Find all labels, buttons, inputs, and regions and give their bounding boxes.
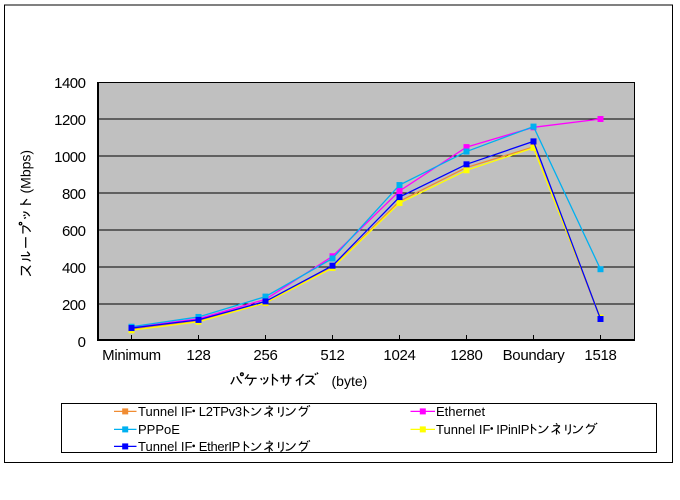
svg-text:1280: 1280 [450, 347, 482, 364]
svg-text:800: 800 [62, 186, 86, 203]
svg-text:256: 256 [253, 347, 277, 364]
svg-text:128: 128 [186, 347, 210, 364]
svg-text:Tunnel IF: Tunnel IF [138, 439, 192, 454]
svg-text:L2TPv3: L2TPv3 [199, 404, 242, 419]
svg-text:Tunnel IF: Tunnel IF [138, 404, 192, 419]
svg-text:600: 600 [62, 223, 86, 240]
svg-text:1518: 1518 [584, 347, 616, 364]
svg-text:1400: 1400 [54, 75, 86, 92]
svg-text:Minimum: Minimum [102, 347, 161, 364]
svg-text:512: 512 [320, 347, 344, 364]
svg-text:200: 200 [62, 297, 86, 314]
svg-text:(Mbps): (Mbps) [18, 150, 34, 194]
svg-text:1024: 1024 [383, 347, 415, 364]
svg-text:400: 400 [62, 260, 86, 277]
svg-text:EtherIP: EtherIP [199, 439, 240, 454]
svg-text:Tunnel IF: Tunnel IF [436, 422, 490, 437]
svg-text:0: 0 [78, 334, 86, 351]
svg-text:PPPoE: PPPoE [138, 422, 180, 437]
svg-text:Ethernet: Ethernet [436, 404, 486, 419]
svg-text:Boundary: Boundary [503, 347, 566, 364]
svg-text:1000: 1000 [54, 149, 86, 166]
svg-text:(byte): (byte) [332, 373, 368, 389]
svg-text:1200: 1200 [54, 112, 86, 129]
svg-text:IPinIP: IPinIP [496, 422, 529, 437]
